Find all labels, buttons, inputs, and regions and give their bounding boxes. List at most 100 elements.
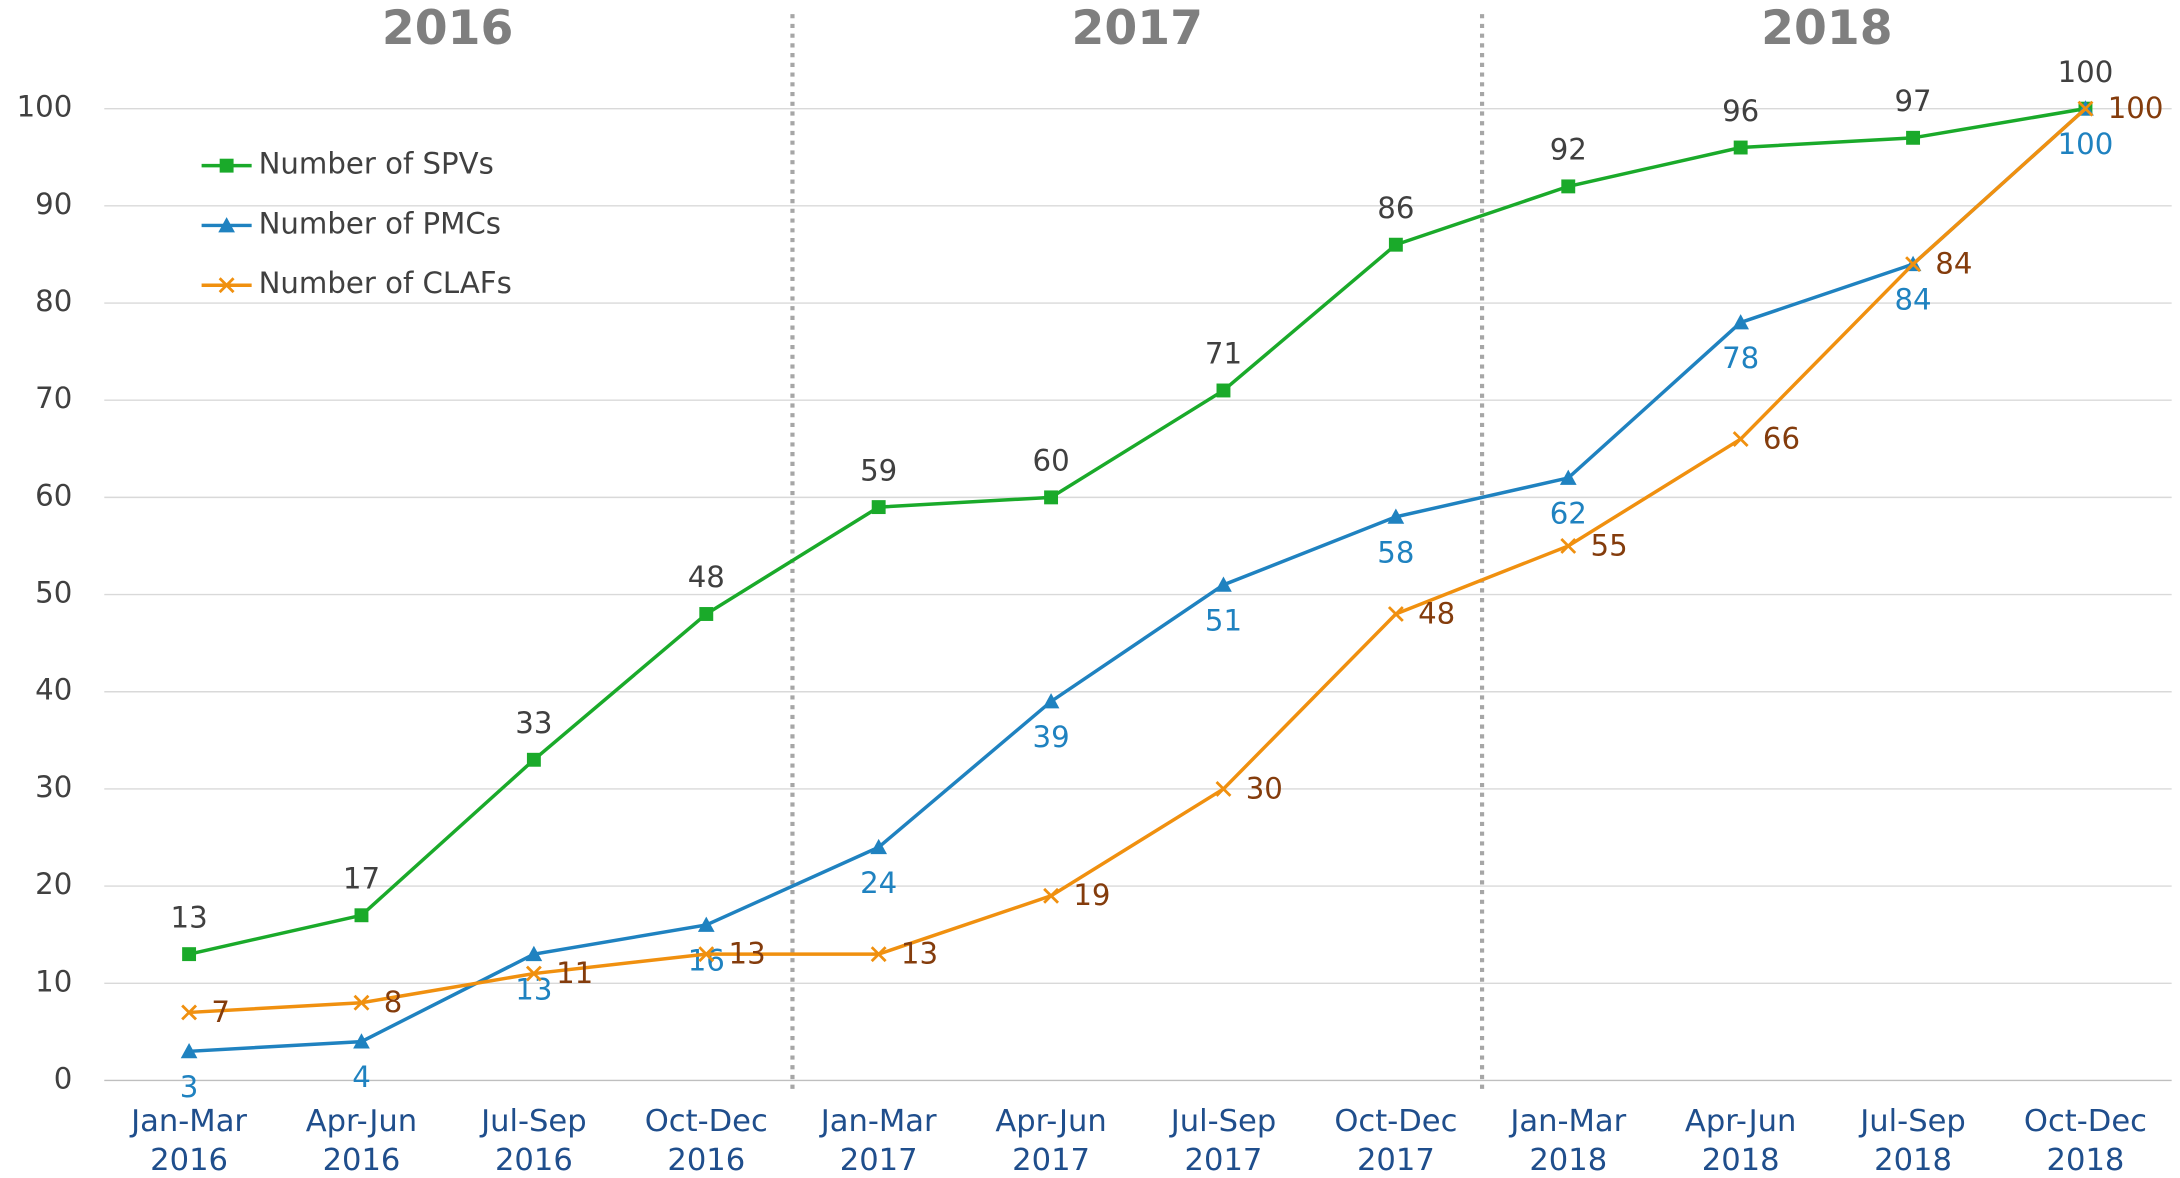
marker xyxy=(2077,100,2094,117)
data-label: 96 xyxy=(1722,94,1759,128)
data-label: 11 xyxy=(556,956,593,990)
marker xyxy=(180,1042,198,1059)
data-label: 66 xyxy=(1763,421,1800,455)
marker xyxy=(526,752,541,767)
data-label: 51 xyxy=(1205,603,1242,637)
y-tick-label: 80 xyxy=(35,284,72,318)
data-label: 100 xyxy=(2058,55,2114,89)
data-label: 39 xyxy=(1033,720,1070,754)
data-label: 84 xyxy=(1935,247,1972,281)
data-label: 48 xyxy=(1418,596,1455,630)
marker xyxy=(698,946,715,963)
data-label: 24 xyxy=(860,866,897,900)
marker xyxy=(1387,508,1405,524)
data-label: 16 xyxy=(688,944,725,978)
marker xyxy=(871,500,886,515)
data-label: 13 xyxy=(515,973,552,1007)
y-tick-label: 90 xyxy=(35,187,72,221)
marker xyxy=(1215,780,1232,797)
data-label: 13 xyxy=(729,937,766,971)
marker xyxy=(870,946,887,963)
marker xyxy=(1388,237,1403,252)
marker xyxy=(525,945,543,962)
y-tick-label: 50 xyxy=(35,576,72,610)
group-label: 2018 xyxy=(1761,1,1893,56)
data-label: 92 xyxy=(1550,133,1587,167)
marker xyxy=(697,916,715,932)
data-label: 100 xyxy=(2058,127,2114,161)
data-label: 8 xyxy=(384,985,403,1019)
marker xyxy=(1043,887,1060,904)
data-label: 7 xyxy=(211,995,230,1029)
data-label: 71 xyxy=(1205,337,1242,371)
marker xyxy=(1733,140,1748,155)
x-tick-label: Jul-Sep 2017 xyxy=(1169,1104,1277,1178)
y-tick-label: 10 xyxy=(35,964,72,998)
marker xyxy=(1906,130,1921,145)
marker xyxy=(699,607,714,621)
data-label: 13 xyxy=(171,900,208,934)
legend-label: Number of PMCs xyxy=(259,206,501,240)
data-label: 78 xyxy=(1722,341,1759,375)
x-tick-label: Apr-Jun 2018 xyxy=(1685,1104,1796,1178)
marker xyxy=(182,947,197,962)
data-label: 3 xyxy=(180,1070,199,1104)
marker xyxy=(1216,383,1231,398)
data-label: 33 xyxy=(515,706,552,740)
y-tick-label: 40 xyxy=(35,673,72,707)
marker xyxy=(1042,693,1060,709)
x-tick-label: Oct-Dec 2016 xyxy=(645,1104,768,1178)
marker xyxy=(353,1033,370,1049)
data-label: 86 xyxy=(1377,191,1414,225)
data-label: 84 xyxy=(1894,283,1931,317)
y-tick-label: 0 xyxy=(54,1061,73,1095)
group-label: 2016 xyxy=(382,1,514,56)
y-tick-label: 20 xyxy=(35,867,72,901)
line xyxy=(188,107,2087,1054)
marker xyxy=(354,908,369,923)
line xyxy=(188,106,2086,956)
y-tick-label: 70 xyxy=(35,381,72,415)
marker xyxy=(219,158,234,173)
marker xyxy=(1561,179,1576,194)
marker xyxy=(218,277,235,294)
marker xyxy=(1215,576,1232,592)
data-label: 4 xyxy=(352,1060,371,1094)
marker xyxy=(1560,538,1577,554)
x-tick-label: Jan-Mar 2017 xyxy=(819,1104,937,1178)
marker xyxy=(353,994,370,1011)
series: 13 17 33 48 59 60 71 86 92 96 97 100 xyxy=(171,55,2114,962)
y-tick-label: 30 xyxy=(35,770,72,804)
marker xyxy=(181,1004,198,1021)
x-tick-label: Jul-Sep 2016 xyxy=(479,1104,587,1178)
line xyxy=(188,107,2087,1015)
x-tick-label: Apr-Jun 2017 xyxy=(995,1104,1106,1178)
data-label: 19 xyxy=(1073,878,1110,912)
data-label: 48 xyxy=(688,560,725,594)
marker xyxy=(870,838,888,855)
data-label: 62 xyxy=(1550,496,1587,530)
legend-label: Number of SPVs xyxy=(259,147,494,181)
x-tick-label: Jul-Sep 2018 xyxy=(1858,1104,1966,1178)
group-label: 2017 xyxy=(1071,1,1203,56)
marker xyxy=(1044,490,1059,505)
marker xyxy=(1905,256,1921,273)
data-label: 58 xyxy=(1377,535,1414,569)
marker xyxy=(525,965,542,982)
x-tick-label: Oct-Dec 2018 xyxy=(2024,1104,2147,1178)
x-tick-label: Jan-Mar 2016 xyxy=(129,1104,247,1178)
marker xyxy=(1732,431,1749,448)
marker xyxy=(1387,606,1404,622)
x-tick-label: Jan-Mar 2018 xyxy=(1508,1104,1626,1178)
y-tick-label: 100 xyxy=(17,90,73,124)
marker xyxy=(1559,469,1577,485)
data-label: 60 xyxy=(1033,444,1070,478)
data-label: 30 xyxy=(1246,771,1283,805)
data-label: 13 xyxy=(901,937,938,971)
marker xyxy=(1732,314,1750,330)
data-label: 97 xyxy=(1894,84,1931,118)
legend-label: Number of CLAFs xyxy=(259,266,512,300)
